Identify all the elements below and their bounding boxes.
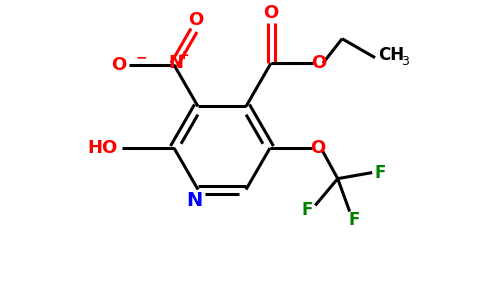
Text: F: F [375,164,386,181]
Text: +: + [179,50,189,62]
Text: CH: CH [378,46,404,64]
Text: F: F [302,202,313,220]
Text: F: F [349,211,361,229]
Text: O: O [310,139,326,157]
Text: O: O [263,4,279,22]
Text: HO: HO [88,139,118,157]
Text: −: − [135,51,147,65]
Text: O: O [111,56,126,74]
Text: O: O [311,54,327,72]
Text: 3: 3 [401,55,409,68]
Text: N: N [186,191,202,210]
Text: O: O [188,11,204,29]
Text: N: N [168,54,183,72]
